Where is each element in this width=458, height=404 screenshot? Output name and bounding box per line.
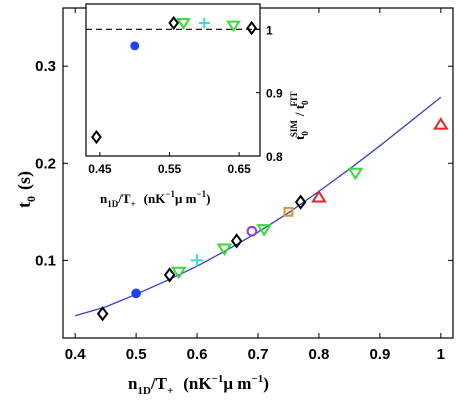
main-x-label-sub2: +	[167, 385, 173, 397]
inset-data-point-diamond	[91, 129, 102, 145]
main-x-label-sub: 1D	[137, 385, 151, 397]
main-y-tick-label: 0.3	[35, 58, 56, 75]
data-point-diamond	[230, 233, 243, 249]
inset-data-point-diamond	[168, 15, 180, 31]
inset-y-label-mid: / t	[292, 104, 307, 117]
inset-plot-frame	[85, 3, 261, 157]
main-x-label-sup: −1	[212, 373, 224, 385]
inset-data-points	[91, 15, 258, 145]
data-point-square	[283, 206, 294, 217]
inset-y-ticks: 0.8 0.9 1	[256, 23, 283, 164]
data-point-diamond	[163, 267, 176, 283]
inset-y-label-sub1: 0	[300, 131, 310, 136]
main-y-label-unit: (s)	[14, 171, 35, 190]
main-x-axis-label: n1D/T+ (nK−1μ m−1)	[128, 373, 269, 397]
inset-x-label-sub2: +	[131, 199, 136, 209]
inset-x-label-unit-b: μ m	[175, 191, 197, 206]
main-y-label-sub: 0	[24, 196, 38, 202]
data-point-triangle-down	[347, 167, 364, 181]
inset-x-tick-label: 0.45	[88, 162, 112, 176]
inset-x-label-unit-a: (nK	[144, 191, 167, 206]
data-point-circle-filled	[131, 288, 141, 299]
main-x-tick-label: 0.4	[65, 346, 87, 363]
inset-x-label-sup: −1	[165, 189, 175, 199]
inset-y-tick-label: 0.8	[266, 150, 283, 164]
inset-x-label-unit-c: )	[206, 191, 210, 206]
inset-data-point-plus	[198, 17, 210, 29]
main-x-ticks: 0.4 0.5 0.6 0.7 0.8 0.9 1	[65, 8, 445, 363]
main-data-points	[96, 117, 449, 322]
inset-y-tick-label: 1	[266, 23, 273, 37]
main-x-label-base: n	[128, 374, 138, 393]
main-x-label-unit-b: μ m	[223, 374, 251, 393]
data-point-diamond	[294, 194, 307, 210]
data-point-triangle-up	[433, 117, 449, 130]
inset-x-label-mid: /T	[117, 191, 131, 206]
inset-y-axis-label: t0SIM/ t0FIT	[289, 91, 310, 140]
main-x-tick-label: 0.9	[369, 346, 390, 363]
data-point-triangle-down	[216, 243, 233, 256]
main-x-label-sup2: −1	[251, 373, 263, 385]
main-x-tick-label: 1	[437, 346, 445, 363]
inset-y-label-base1: t	[292, 135, 307, 140]
inset-data-point-circle-filled	[130, 41, 140, 51]
main-y-axis-label: t0 (s)	[14, 171, 38, 208]
main-y-label-base: t	[14, 202, 34, 208]
data-point-triangle-down	[256, 224, 272, 237]
inset-y-label-sub2: 0	[300, 100, 310, 105]
main-x-label-mid: /T	[150, 374, 168, 393]
data-point-diamond	[96, 306, 109, 322]
inset-y-tick-label: 0.9	[266, 87, 283, 101]
main-x-tick-label: 0.6	[187, 346, 208, 363]
main-y-tick-label: 0.2	[35, 155, 56, 172]
inset-y-label-sup2: FIT	[289, 91, 299, 106]
inset-x-tick-label: 0.65	[227, 162, 251, 176]
main-plot: 0.4 0.5 0.6 0.7 0.8 0.9 1 0.1 0.2 0.3	[35, 7, 454, 363]
inset-x-tick-label: 0.55	[158, 162, 182, 176]
main-x-label-unit-a: (nK	[183, 374, 212, 393]
main-y-tick-label: 0.1	[35, 252, 56, 269]
inset-data-point-triangle-down	[226, 20, 241, 33]
inset-x-ticks: 0.45 0.55 0.65	[88, 152, 251, 176]
data-point-circle-open	[246, 225, 258, 237]
main-x-tick-label: 0.5	[126, 346, 147, 363]
data-point-triangle-up	[311, 189, 327, 203]
main-x-tick-label: 0.7	[248, 346, 269, 363]
inset-y-label-sup1: SIM	[289, 120, 299, 138]
main-x-tick-label: 0.8	[309, 346, 330, 363]
inset-x-label-base: n	[100, 191, 108, 206]
data-point-triangle-down	[170, 266, 187, 280]
inset-data-point-triangle-down	[176, 18, 191, 30]
inset-plot: 0.45 0.55 0.65 0.8 0.9 1	[85, 3, 283, 176]
inset-x-axis-label: n1D/T+ (nK−1μ m−1)	[100, 189, 210, 209]
inset-x-label-sup2: −1	[196, 189, 206, 199]
inset-x-label-sub: 1D	[107, 199, 119, 209]
main-y-ticks: 0.1 0.2 0.3	[35, 58, 453, 269]
main-x-label-unit-c: )	[263, 374, 269, 393]
inset-data-point-diamond	[246, 20, 258, 36]
data-point-plus	[191, 254, 204, 267]
